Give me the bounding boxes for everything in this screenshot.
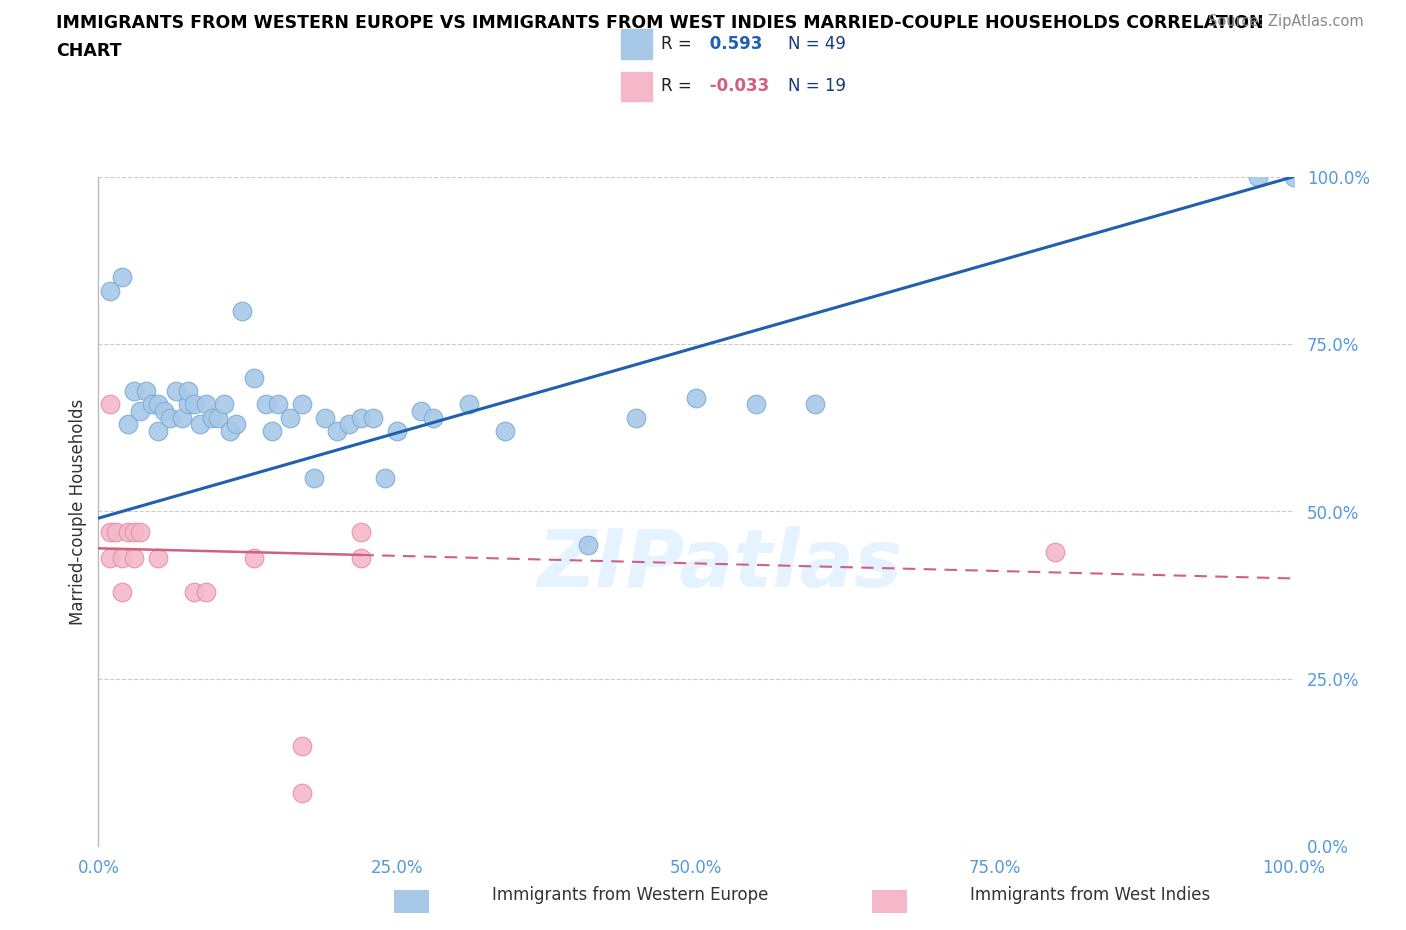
Point <box>148 551 170 565</box>
Point <box>111 584 134 599</box>
FancyBboxPatch shape <box>621 29 652 59</box>
Point <box>188 417 211 432</box>
Point <box>242 551 264 565</box>
Point <box>141 397 163 412</box>
Point <box>124 383 146 398</box>
Point <box>350 525 373 539</box>
Text: Immigrants from Western Europe: Immigrants from Western Europe <box>492 886 769 904</box>
Point <box>111 270 134 285</box>
Point <box>1043 544 1066 559</box>
Point <box>117 525 139 539</box>
Point <box>111 551 134 565</box>
Text: R =: R = <box>661 77 692 96</box>
Point <box>207 410 229 425</box>
Point <box>105 525 128 539</box>
Point <box>98 397 122 412</box>
Point <box>576 538 599 552</box>
Point <box>326 424 349 439</box>
Point <box>98 283 122 298</box>
Point <box>183 397 205 412</box>
Point <box>194 397 217 412</box>
Point <box>124 551 146 565</box>
Point <box>135 383 157 398</box>
Point <box>165 383 187 398</box>
Point <box>194 584 217 599</box>
Point <box>159 410 181 425</box>
Point <box>1246 169 1268 184</box>
Point <box>494 424 516 439</box>
Text: 0.593: 0.593 <box>704 34 763 53</box>
Point <box>219 424 242 439</box>
Point <box>685 391 707 405</box>
Point <box>374 471 396 485</box>
Point <box>290 738 312 753</box>
Point <box>124 525 146 539</box>
Text: N = 49: N = 49 <box>787 34 846 53</box>
Point <box>148 397 170 412</box>
Point <box>624 410 647 425</box>
Point <box>98 525 122 539</box>
Text: Source: ZipAtlas.com: Source: ZipAtlas.com <box>1208 14 1364 29</box>
Text: CHART: CHART <box>56 42 122 60</box>
Text: R =: R = <box>661 34 692 53</box>
Point <box>177 383 200 398</box>
Point <box>278 410 301 425</box>
Point <box>129 404 152 418</box>
Point <box>98 551 122 565</box>
Point <box>242 370 264 385</box>
Point <box>457 397 479 412</box>
Point <box>260 424 283 439</box>
Point <box>363 410 385 425</box>
Point <box>350 410 373 425</box>
Text: N = 19: N = 19 <box>787 77 846 96</box>
Point <box>337 417 360 432</box>
Point <box>267 397 290 412</box>
Point <box>231 303 253 318</box>
Point <box>177 397 200 412</box>
Point <box>315 410 337 425</box>
Point <box>302 471 325 485</box>
Point <box>290 397 312 412</box>
Text: Immigrants from West Indies: Immigrants from West Indies <box>970 886 1211 904</box>
Point <box>172 410 194 425</box>
Point <box>148 424 170 439</box>
Text: ZIPatlas: ZIPatlas <box>537 526 903 605</box>
Point <box>350 551 373 565</box>
Point <box>153 404 176 418</box>
Point <box>290 785 312 800</box>
Point <box>385 424 409 439</box>
Point <box>129 525 152 539</box>
Point <box>201 410 224 425</box>
Point <box>745 397 768 412</box>
Point <box>1282 169 1305 184</box>
Y-axis label: Married-couple Households: Married-couple Households <box>69 398 87 625</box>
Point <box>254 397 277 412</box>
Text: IMMIGRANTS FROM WESTERN EUROPE VS IMMIGRANTS FROM WEST INDIES MARRIED-COUPLE HOU: IMMIGRANTS FROM WESTERN EUROPE VS IMMIGR… <box>56 14 1264 32</box>
Point <box>422 410 444 425</box>
Point <box>117 417 139 432</box>
Point <box>804 397 827 412</box>
Point <box>212 397 235 412</box>
Point <box>411 404 433 418</box>
Text: -0.033: -0.033 <box>704 77 769 96</box>
Point <box>225 417 247 432</box>
Point <box>183 584 205 599</box>
FancyBboxPatch shape <box>621 72 652 101</box>
